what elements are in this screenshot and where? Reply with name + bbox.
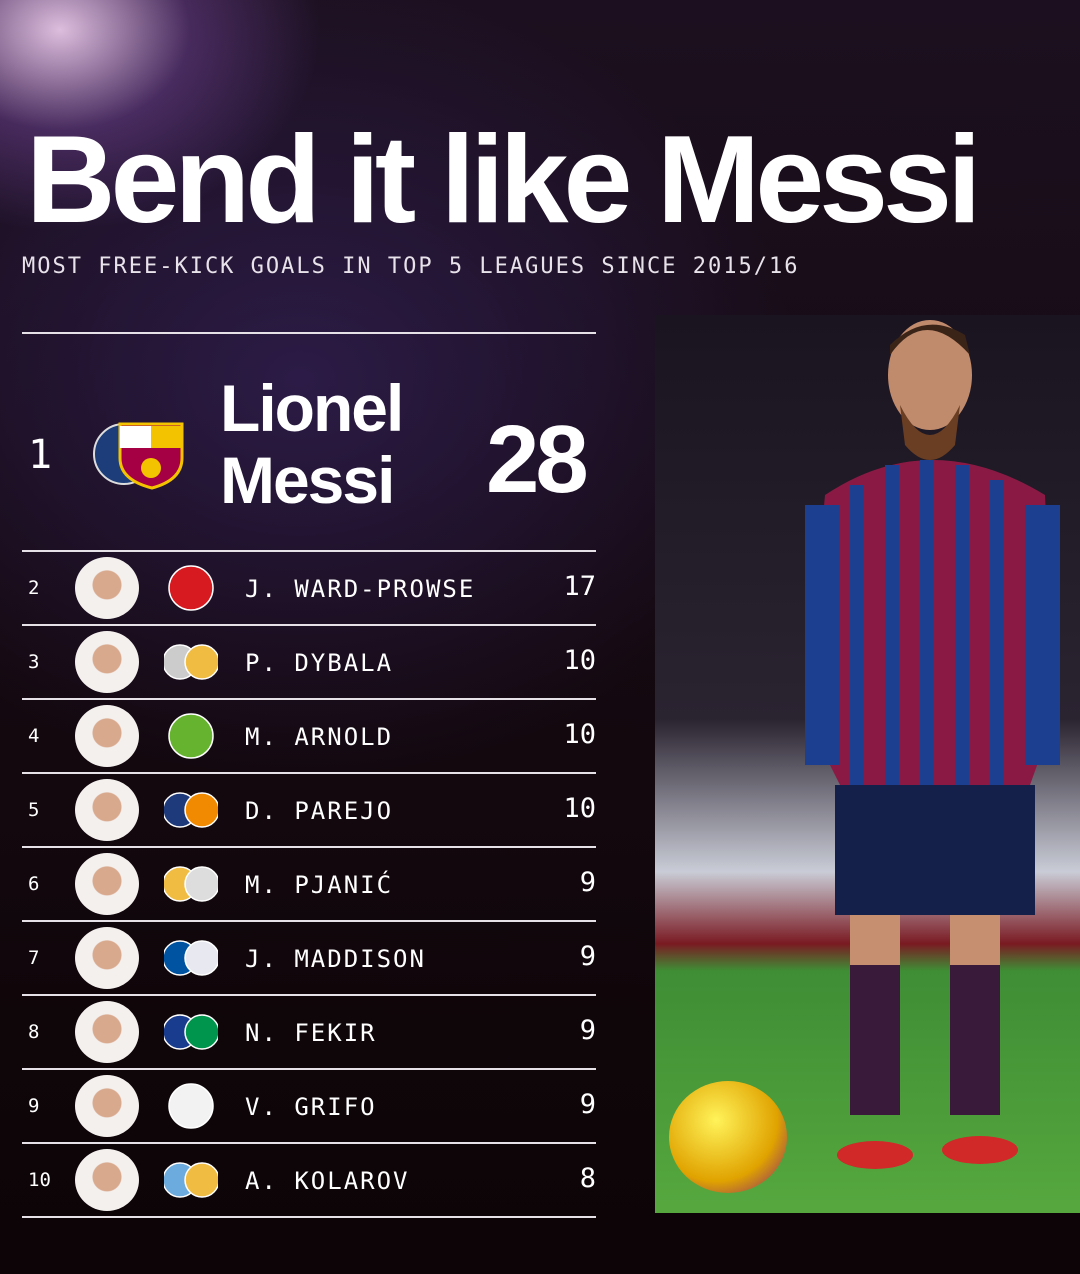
table-row: 3 P. DYBALA 10 xyxy=(22,625,596,699)
player-name: A. KOLAROV xyxy=(245,1167,410,1195)
divider xyxy=(22,332,596,334)
divider xyxy=(22,698,596,700)
club-logo-tottenham xyxy=(184,940,218,976)
club-logo-juventus xyxy=(184,866,218,902)
rank: 5 xyxy=(28,799,40,821)
first-name: Lionel xyxy=(220,371,404,445)
goal-count: 10 xyxy=(563,719,596,750)
table-row: 9 V. GRIFO 9 xyxy=(22,1069,596,1143)
subtitle: MOST FREE-KICK GOALS IN TOP 5 LEAGUES SI… xyxy=(22,254,800,279)
rank: 4 xyxy=(28,725,40,747)
player-avatar xyxy=(75,557,139,619)
club-logos xyxy=(168,713,214,759)
divider xyxy=(22,920,596,922)
player-avatar xyxy=(75,1149,139,1211)
club-logos xyxy=(164,866,218,902)
club-logo-freiburg xyxy=(168,1083,214,1129)
player-avatar xyxy=(75,631,139,693)
table-row: 2 J. WARD-PROWSE 17 xyxy=(22,551,596,625)
club-logo-betis xyxy=(184,1014,218,1050)
messi-photo xyxy=(655,315,1080,1213)
player-name: M. ARNOLD xyxy=(245,723,394,751)
rank: 7 xyxy=(28,947,40,969)
page-title: Bend it like Messi xyxy=(26,111,982,249)
club-logos xyxy=(164,940,218,976)
goal-count: 10 xyxy=(563,793,596,824)
last-name: Messi xyxy=(220,443,395,517)
table-row: 7 J. MADDISON 9 xyxy=(22,921,596,995)
table-row: 8 N. FEKIR 9 xyxy=(22,995,596,1069)
goal-count: 9 xyxy=(579,1015,596,1046)
player-name: N. FEKIR xyxy=(245,1019,377,1047)
divider xyxy=(22,846,596,848)
goal-count: 9 xyxy=(579,941,596,972)
club-logos xyxy=(164,1162,218,1198)
goal-count: 17 xyxy=(563,571,596,602)
player-avatar xyxy=(75,1075,139,1137)
club-logos xyxy=(164,792,218,828)
divider xyxy=(22,1142,596,1144)
rank: 1 xyxy=(28,432,53,478)
table-row: 5 D. PAREJO 10 xyxy=(22,773,596,847)
goal-count: 10 xyxy=(563,645,596,676)
divider xyxy=(22,1216,596,1218)
rank: 3 xyxy=(28,651,40,673)
divider xyxy=(22,1068,596,1070)
goal-count: 9 xyxy=(579,1089,596,1120)
club-logos xyxy=(168,1083,214,1129)
club-logos xyxy=(164,644,218,680)
goal-count: 8 xyxy=(579,1163,596,1194)
club-logo-wolfsburg xyxy=(168,713,214,759)
player-avatar xyxy=(75,779,139,841)
divider xyxy=(22,772,596,774)
player-name: V. GRIFO xyxy=(245,1093,377,1121)
club-logos xyxy=(164,1014,218,1050)
table-row: 6 M. PJANIĆ 9 xyxy=(22,847,596,921)
divider xyxy=(22,624,596,626)
player-name: M. PJANIĆ xyxy=(245,871,394,899)
player-avatar xyxy=(75,927,139,989)
divider xyxy=(22,994,596,996)
rank: 9 xyxy=(28,1095,40,1117)
divider xyxy=(22,550,596,552)
club-logos-psg-barcelona xyxy=(93,422,184,490)
club-logo-roma xyxy=(184,644,218,680)
leader-goals: 28 xyxy=(486,406,589,513)
rank: 8 xyxy=(28,1021,40,1043)
goal-count: 9 xyxy=(579,867,596,898)
player-name: D. PAREJO xyxy=(245,797,394,825)
club-logo-southampton xyxy=(168,565,214,611)
player-illustration xyxy=(805,320,1060,1169)
leader-name: Lionel Messi xyxy=(220,371,404,517)
player-avatar xyxy=(75,1001,139,1063)
rank: 6 xyxy=(28,873,40,895)
ball xyxy=(669,1081,787,1193)
player-avatar xyxy=(75,705,139,767)
club-logo-valencia xyxy=(184,792,218,828)
player-name: P. DYBALA xyxy=(245,649,394,677)
table-row: 4 M. ARNOLD 10 xyxy=(22,699,596,773)
rank: 10 xyxy=(28,1169,51,1191)
rank: 2 xyxy=(28,577,40,599)
player-name: J. MADDISON xyxy=(245,945,426,973)
club-logo-roma xyxy=(184,1162,218,1198)
player-avatar xyxy=(75,853,139,915)
club-logos xyxy=(168,565,214,611)
table-row: 10 A. KOLAROV 8 xyxy=(22,1143,596,1217)
player-name: J. WARD-PROWSE xyxy=(245,575,476,603)
